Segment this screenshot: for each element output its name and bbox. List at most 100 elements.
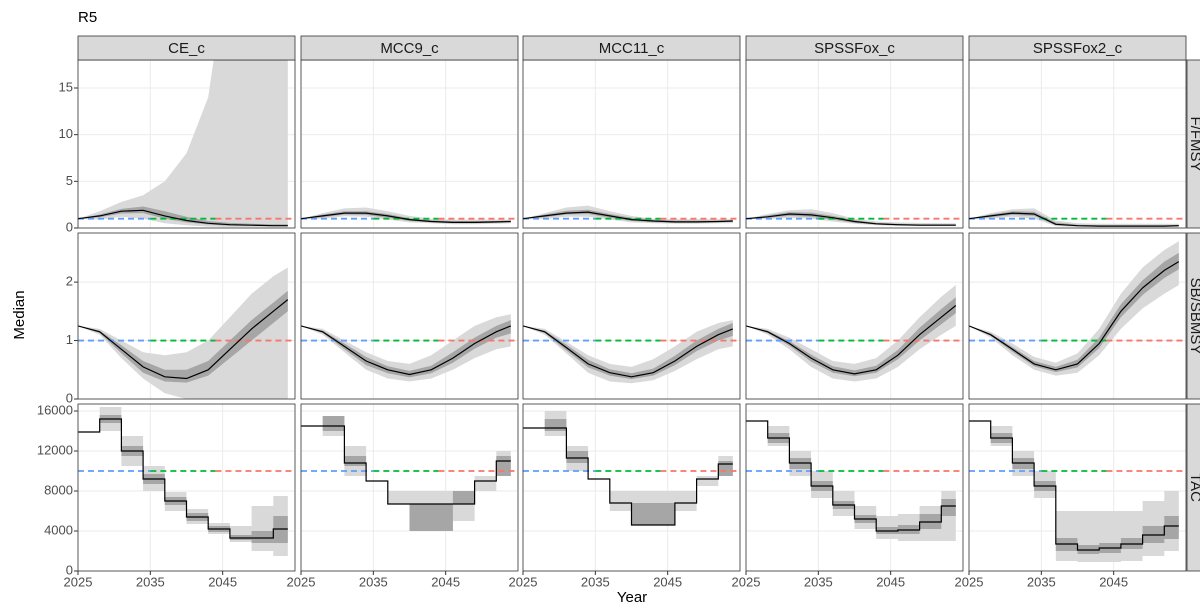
panel-border [522,403,741,572]
panel-background [746,60,963,228]
inner-band [301,320,511,378]
column-strip [745,35,964,61]
column-strip [300,35,519,61]
y-tick-label: 16000 [37,402,73,417]
x-tick-label: 2035 [136,574,165,589]
panel-border [300,403,519,572]
median-line [78,418,288,539]
outer-band [523,411,733,525]
panel-background [523,60,740,228]
median-line [523,325,734,378]
row-strip [1186,403,1200,572]
panel-background [969,233,1186,399]
x-tick-label: 2035 [804,574,833,589]
panel-border [745,232,964,400]
panel [300,232,519,400]
panel [745,403,964,572]
x-tick-label: 2045 [208,574,237,589]
outer-band [746,285,956,382]
x-tick-label: 2025 [287,574,316,589]
panel [522,232,741,400]
chart-title: R5 [78,9,97,26]
panel-data [969,241,1186,376]
inner-band [746,421,956,534]
y-axis-label: Median [11,290,28,339]
row-strip-label: F/FMSY [1187,117,1200,172]
panel-data [523,205,740,224]
panel-data [746,209,963,227]
panel-data [301,207,518,225]
median-line [301,425,511,505]
panel [745,232,964,400]
x-tick-label: 2025 [64,574,93,589]
y-tick-label: 10 [59,126,73,141]
row-strip-label: TAC [1187,473,1200,502]
y-tick-label: 15 [59,79,73,94]
row-strip [1186,232,1200,400]
inner-band [78,415,288,543]
column-strip-label: MCC11_c [599,40,665,57]
x-tick-label: 2045 [1099,574,1128,589]
y-tick-label: 4000 [44,522,73,537]
outer-band [969,241,1179,376]
median-line [78,209,288,227]
panel [300,403,519,572]
y-tick-label: 2 [66,274,73,289]
outer-band [523,205,733,224]
median-line [301,325,512,376]
median-line [969,261,1180,371]
panel-data [969,420,1186,562]
column-strip [968,35,1187,61]
median-line [78,299,289,380]
inner-band [301,211,511,224]
outer-band [301,314,511,382]
median-line [523,427,733,526]
column-strip [77,35,296,61]
panel-border [77,232,296,400]
inner-band [523,323,733,380]
outer-band [78,60,288,228]
x-tick-label: 2045 [876,574,905,589]
panel [522,59,741,229]
outer-band [78,267,288,399]
outer-band [746,421,956,541]
panel-background [969,60,1186,228]
panel-data [78,407,295,556]
panel-background [301,60,518,228]
outer-band [78,407,288,556]
y-tick-label: 1 [66,332,73,347]
median-line [523,211,733,223]
column-strip [522,35,741,61]
inner-band [969,421,1179,554]
panel-data [78,60,295,228]
column-strip-label: SPSSFox2_c [1033,40,1123,57]
panel [968,403,1187,572]
y-tick-label: 5 [66,173,73,188]
outer-band [523,320,733,384]
inner-band [969,211,1179,227]
x-tick-label: 2045 [653,574,682,589]
panel-data [523,411,740,526]
row-strip [1186,59,1200,229]
y-tick-label: 0 [66,219,73,234]
panel-border [968,232,1187,400]
panel [300,59,519,229]
inner-band [301,416,511,531]
panel-border [77,403,296,572]
panel [77,59,296,229]
panel-border [745,403,964,572]
panel [745,59,964,229]
row-strip-label: SB/SBMSY [1187,278,1200,355]
panel-border [968,403,1187,572]
y-tick-label: 12000 [37,442,73,457]
panel [968,232,1187,400]
panel-data [746,285,963,382]
panel-data [301,416,518,531]
x-tick-label: 2025 [732,574,761,589]
panel-data [78,267,295,399]
panel [522,403,741,572]
median-line [746,420,956,532]
y-tick-label: 0 [66,562,73,577]
outer-band [969,421,1179,562]
